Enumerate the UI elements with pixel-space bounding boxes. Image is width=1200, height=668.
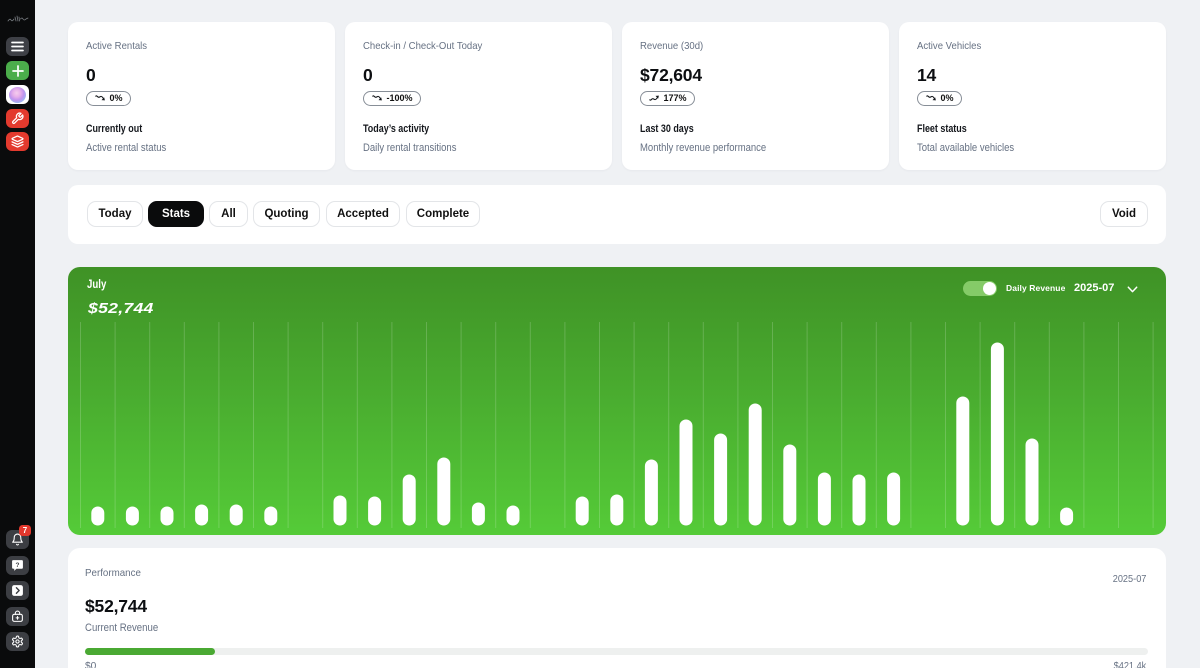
svg-text:?: ? bbox=[16, 562, 20, 569]
